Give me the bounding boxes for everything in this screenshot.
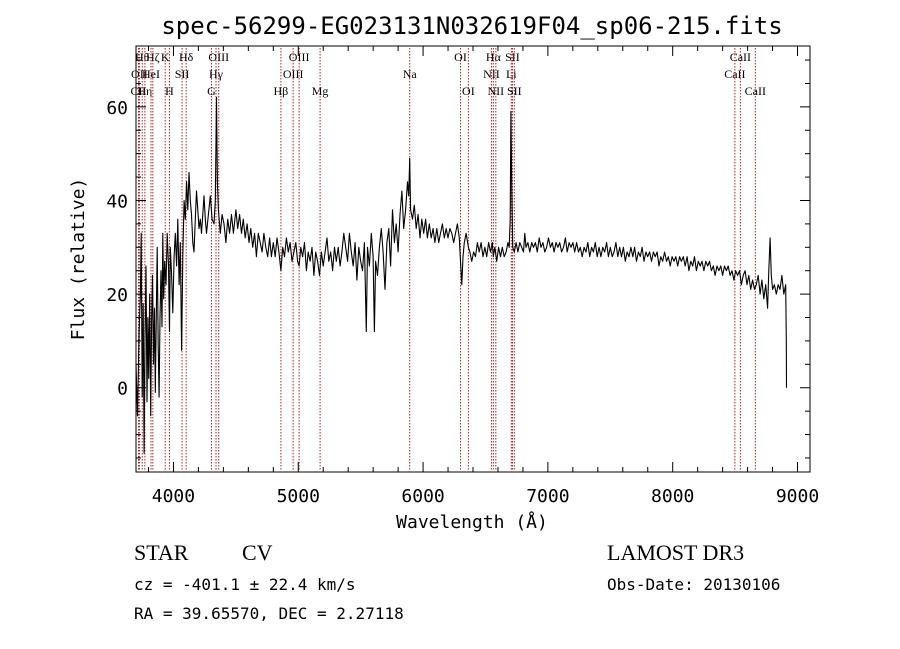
spectrum-series-0	[135, 96, 788, 454]
y-tick-label-3: 60	[106, 98, 128, 119]
line-marker-label-8: SII	[175, 67, 190, 81]
y-tick-label-2: 40	[106, 191, 128, 212]
line-marker-label-1: OII	[131, 67, 148, 81]
line-marker-label-10: G	[207, 84, 216, 98]
spectrum-layer	[135, 96, 788, 454]
redshift-velocity: cz = -401.1 ± 22.4 km/s	[134, 575, 356, 594]
line-marker-label-28: CaII	[745, 84, 766, 98]
line-marker-label-16: Mg	[312, 84, 329, 98]
line-marker-label-17: Na	[403, 67, 418, 81]
x-tick-label-5: 9000	[776, 486, 819, 507]
line-marker-label-20: NII	[483, 67, 500, 81]
object-subclass: CV	[242, 540, 273, 565]
y-tick-label-0: 0	[117, 379, 128, 400]
line-marker-label-6: K	[161, 50, 170, 64]
x-tick-label-1: 5000	[277, 486, 320, 507]
line-marker-label-23: Li	[506, 67, 517, 81]
x-tick-label-0: 4000	[152, 486, 195, 507]
line-marker-label-3: Hη	[137, 84, 152, 98]
line-marker-label-25: SII	[507, 84, 522, 98]
line-marker-label-4: HeI	[142, 67, 160, 81]
line-marker-label-19: OI	[462, 84, 475, 98]
x-tick-label-3: 7000	[526, 486, 569, 507]
line-marker-label-18: OI	[454, 50, 467, 64]
x-axis-label: Wavelength (Å)	[396, 511, 548, 533]
line-marker-label-15: OIII	[289, 50, 310, 64]
line-marker-label-26: CaII	[724, 67, 745, 81]
chart-title: spec-56299-EG023131N032619F04_sp06-215.f…	[161, 12, 782, 40]
axis-ticks: 4000 5000 6000 7000 8000 9000 0 20 40 60	[106, 46, 819, 507]
line-marker-label-9: Hδ	[179, 50, 194, 64]
object-class: STAR	[134, 540, 189, 565]
line-marker-label-5: Hζ	[146, 50, 160, 64]
coordinates: RA = 39.65570, DEC = 2.27118	[134, 604, 404, 623]
line-marker-label-21: Hα	[486, 50, 502, 64]
plot-frame	[135, 45, 811, 473]
line-marker-label-12: OIII	[208, 50, 229, 64]
x-tick-label-4: 8000	[651, 486, 694, 507]
line-marker-label-13: Hβ	[274, 84, 289, 98]
line-marker-label-27: CaII	[730, 50, 751, 64]
line-marker-label-7: H	[165, 84, 174, 98]
line-marker-label-24: SII	[505, 50, 520, 64]
y-tick-label-1: 20	[106, 285, 128, 306]
line-marker-label-14: OIII	[283, 67, 304, 81]
line-marker-label-22: NII	[488, 84, 505, 98]
line-marker-label-11: Hγ	[209, 67, 224, 81]
y-axis-label: Flux (relative)	[68, 178, 89, 341]
x-tick-label-2: 6000	[401, 486, 444, 507]
survey-name: LAMOST DR3	[607, 540, 744, 565]
observation-date: Obs-Date: 20130106	[607, 575, 780, 594]
